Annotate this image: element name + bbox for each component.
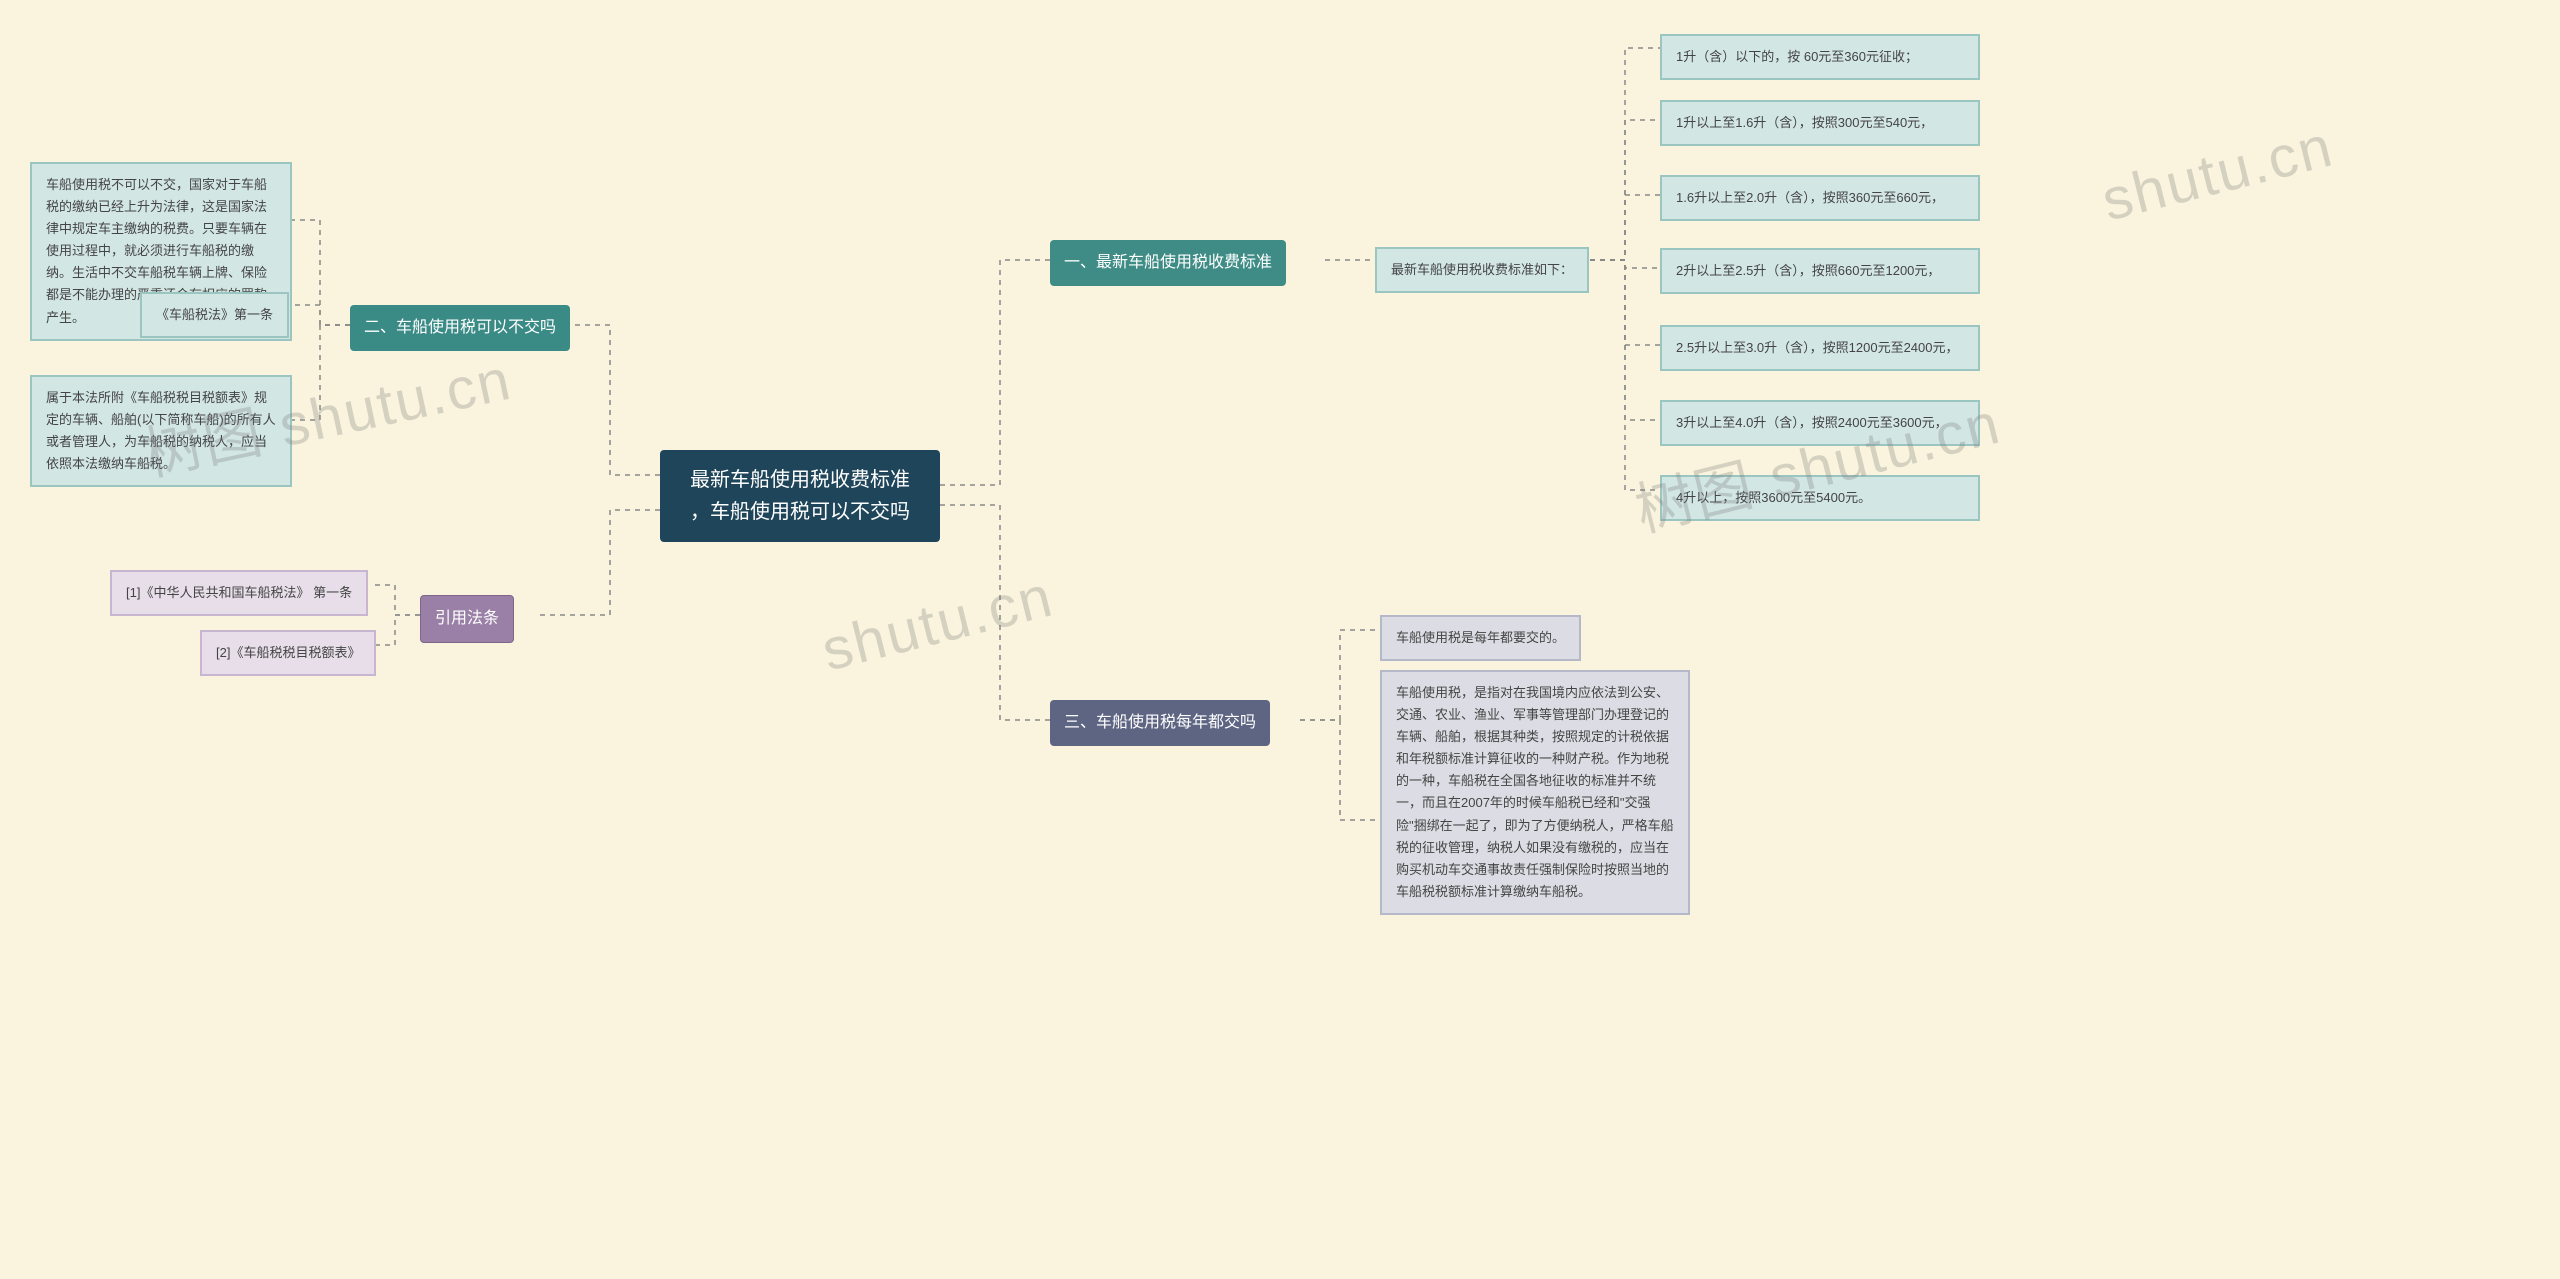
section-1-sub-text: 最新车船使用税收费标准如下： xyxy=(1391,262,1573,277)
center-title: 最新车船使用税收费标准 ，车船使用税可以不交吗 xyxy=(660,450,940,542)
center-title-line2: ，车船使用税可以不交吗 xyxy=(680,496,920,528)
section-1-item-1: 1升以上至1.6升（含），按照300元至540元， xyxy=(1660,100,1980,146)
section-1-sub: 最新车船使用税收费标准如下： xyxy=(1375,247,1589,293)
section-1-item-3: 2升以上至2.5升（含），按照660元至1200元， xyxy=(1660,248,1980,294)
section-1-title: 一、最新车船使用税收费标准 xyxy=(1050,240,1286,286)
section-4-title: 引用法条 xyxy=(420,595,514,643)
section-2-para-3: 属于本法所附《车船税税目税额表》规定的车辆、船舶(以下简称车船)的所有人或者管理… xyxy=(30,375,292,487)
section-1-item-4: 2.5升以上至3.0升（含），按照1200元至2400元， xyxy=(1660,325,1980,371)
section-1-item-5: 3升以上至4.0升（含），按照2400元至3600元， xyxy=(1660,400,1980,446)
section-2-title-text: 二、车船使用税可以不交吗 xyxy=(364,319,556,336)
connector-lines xyxy=(0,0,2560,1279)
section-3-para-2: 车船使用税，是指对在我国境内应依法到公安、交通、农业、渔业、军事等管理部门办理登… xyxy=(1380,670,1690,915)
section-3-title: 三、车船使用税每年都交吗 xyxy=(1050,700,1270,746)
section-1-title-text: 一、最新车船使用税收费标准 xyxy=(1064,254,1272,271)
watermark: shutu.cn xyxy=(815,563,1059,685)
section-2-para-2: 《车船税法》第一条 xyxy=(140,292,289,338)
section-3-para-1: 车船使用税是每年都要交的。 xyxy=(1380,615,1581,661)
section-3-title-text: 三、车船使用税每年都交吗 xyxy=(1064,714,1256,731)
section-4-item-0: [1]《中华人民共和国车船税法》 第一条 xyxy=(110,570,368,616)
section-1-item-0: 1升（含）以下的，按 60元至360元征收； xyxy=(1660,34,1980,80)
section-4-item-1: [2]《车船税税目税额表》 xyxy=(200,630,376,676)
section-1-item-2: 1.6升以上至2.0升（含），按照360元至660元， xyxy=(1660,175,1980,221)
watermark: shutu.cn xyxy=(2095,113,2339,235)
center-title-line1: 最新车船使用税收费标准 xyxy=(680,464,920,496)
section-1-item-6: 4升以上，按照3600元至5400元。 xyxy=(1660,475,1980,521)
section-2-title: 二、车船使用税可以不交吗 xyxy=(350,305,570,351)
section-4-title-text: 引用法条 xyxy=(435,610,499,627)
